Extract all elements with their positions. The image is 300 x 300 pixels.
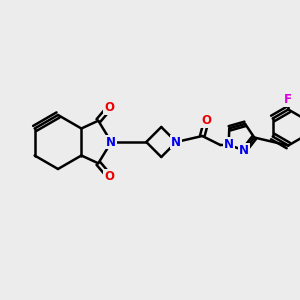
Text: N: N (171, 136, 181, 148)
Text: N: N (224, 138, 234, 151)
Text: N: N (106, 136, 116, 148)
Text: F: F (284, 93, 292, 106)
Text: O: O (104, 101, 114, 114)
Text: N: N (239, 144, 249, 157)
Text: O: O (104, 170, 114, 183)
Text: O: O (201, 115, 211, 128)
